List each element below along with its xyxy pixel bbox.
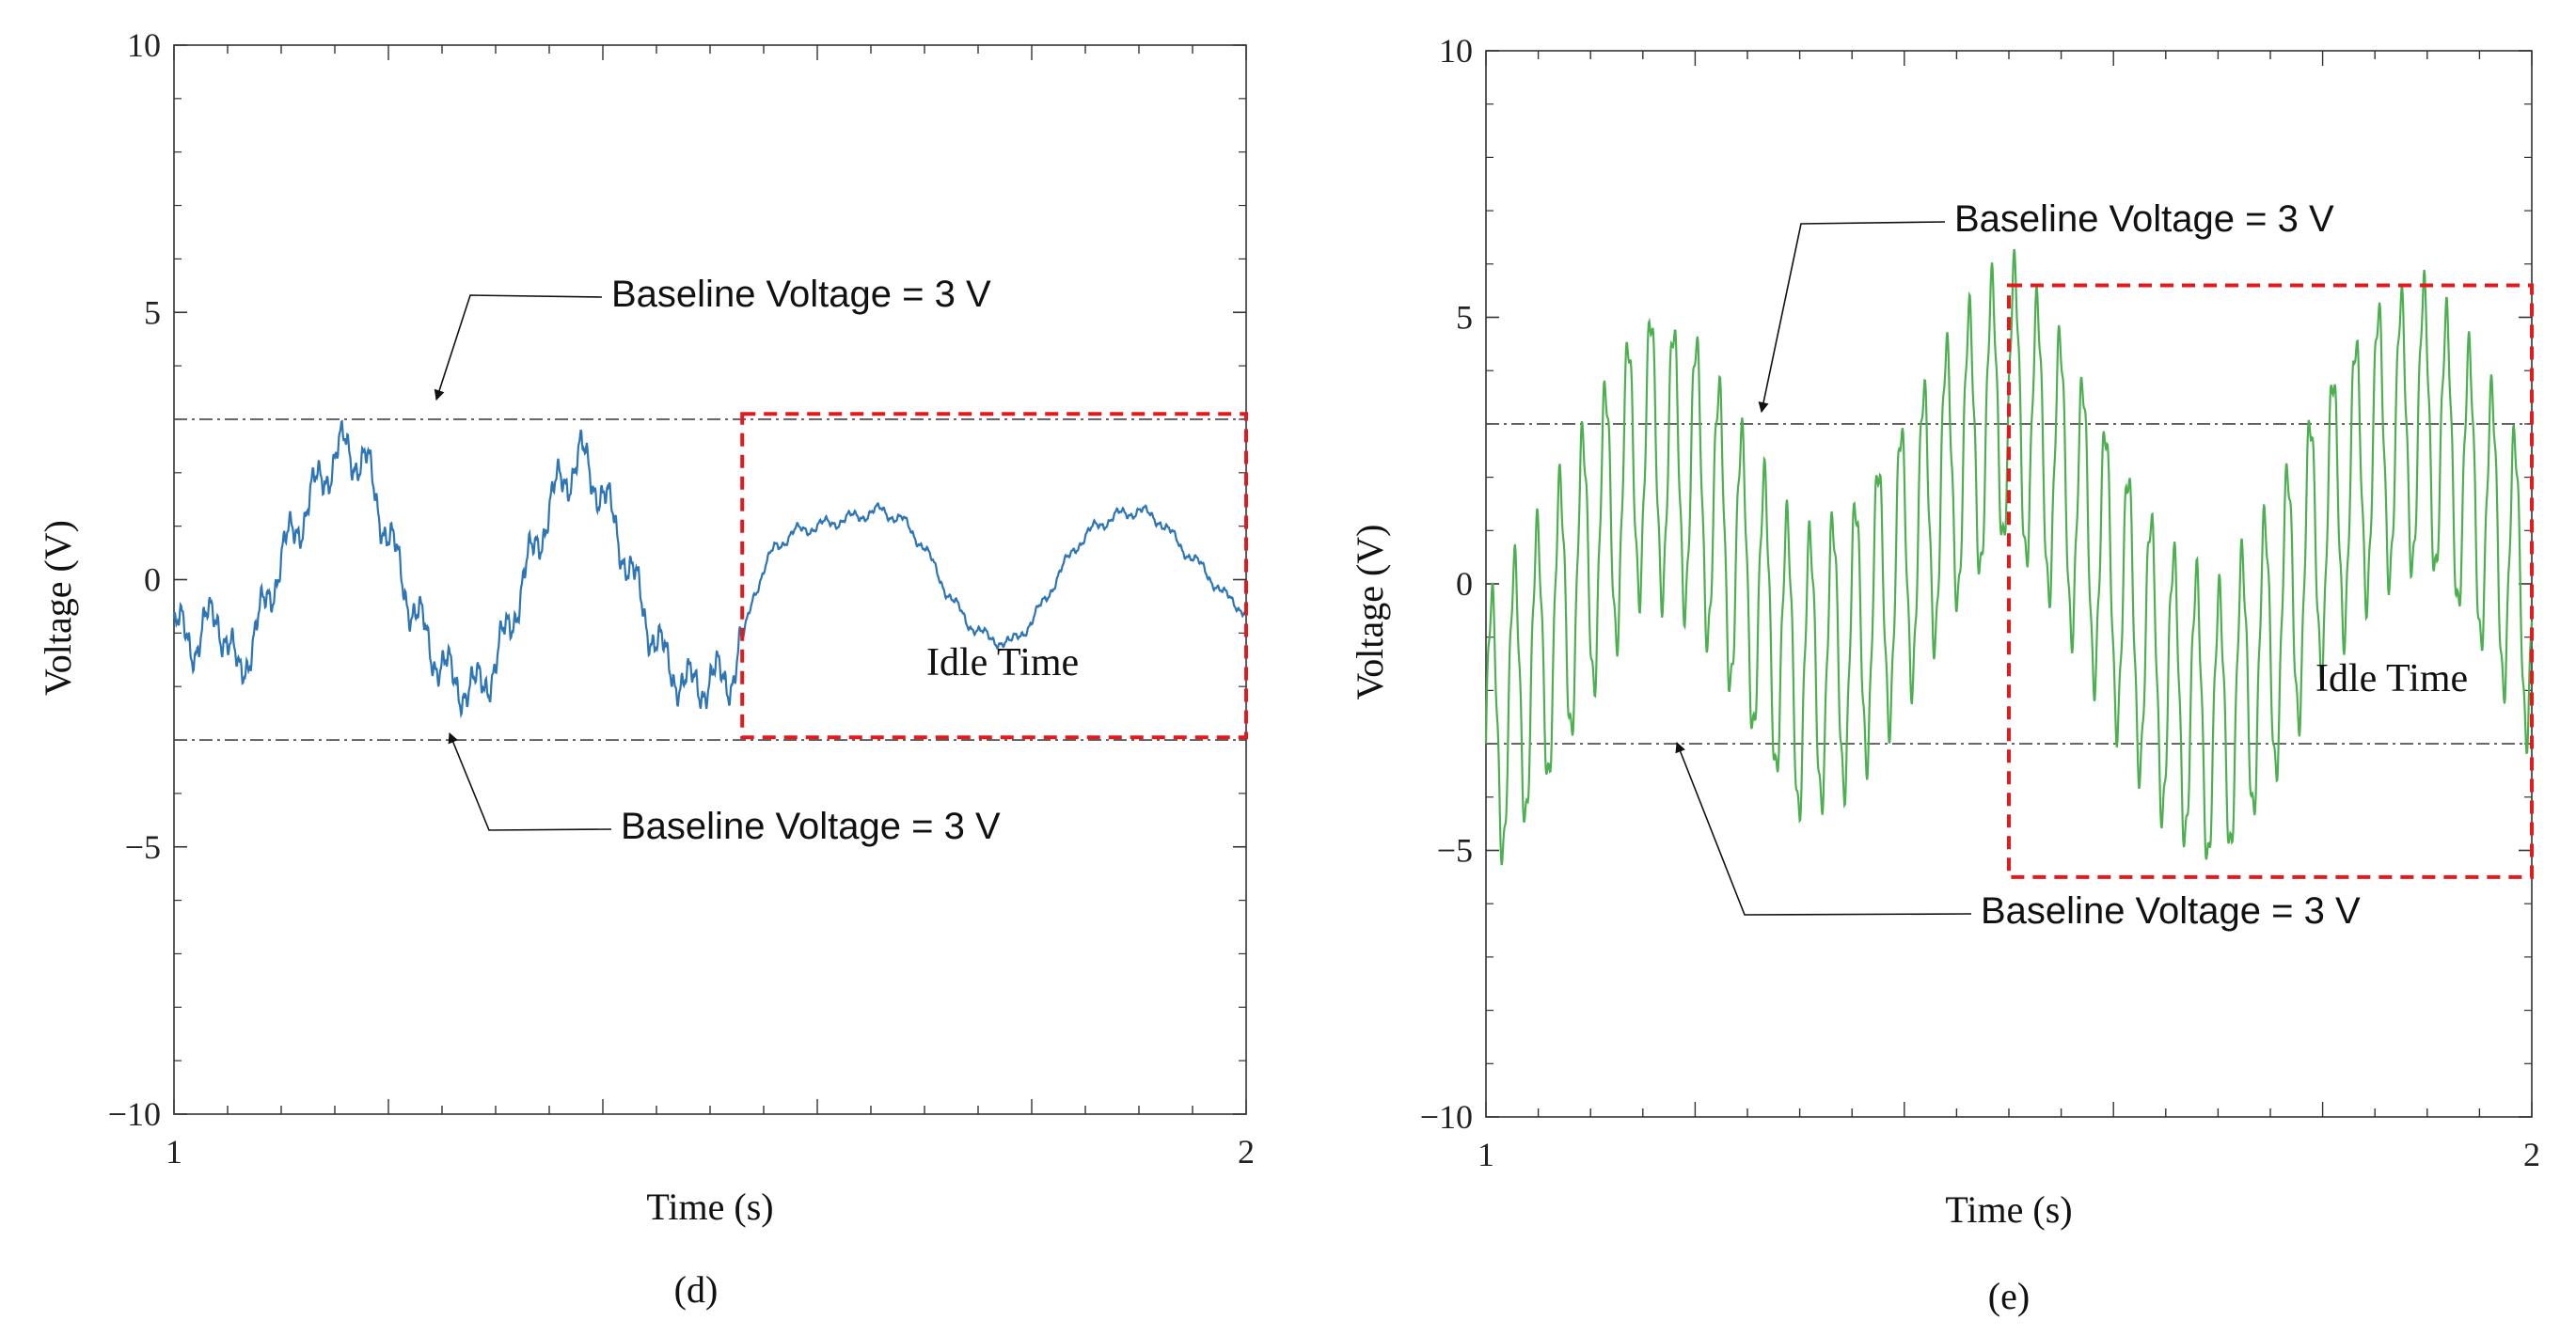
chart-panel-d: 10 5 0 −5 −101 2 Time (s) Voltage (V) Idle Time B…	[37, 26, 1255, 1311]
idle-time-box	[740, 412, 1248, 740]
series-line-voltage	[1484, 248, 2534, 866]
annotation-arrow	[1675, 741, 1972, 916]
x-tick-label: 2	[2523, 1136, 2540, 1173]
baseline-annotation: Baseline Voltage = 3 V	[611, 274, 991, 315]
y-tick-label: 0	[144, 561, 161, 599]
baseline-annotation: Baseline Voltage = 3 V	[621, 806, 1001, 847]
idle-time-label: Idle Time	[2315, 657, 2468, 700]
y-axis-title: Voltage (V)	[37, 520, 79, 696]
x-tick-label: 1	[166, 1133, 182, 1171]
y-tick-label: 10	[127, 26, 161, 64]
y-tick-label: −5	[1437, 832, 1473, 870]
y-tick-label: 0	[1456, 565, 1473, 603]
annotation-arrow	[1758, 221, 1946, 414]
chart-panel-e: 10 5 0 −5 −101 2 Time (s) Voltage (V) Idle Time B…	[1349, 32, 2540, 1317]
annotation-arrow	[448, 731, 612, 831]
annotation-arrow	[434, 294, 603, 401]
idle-time-box	[2007, 283, 2534, 879]
x-tick-label: 2	[1238, 1133, 1255, 1171]
x-axis-title: Time (s)	[646, 1186, 773, 1228]
idle-time-label: Idle Time	[926, 641, 1079, 684]
y-tick-label: −10	[108, 1095, 161, 1133]
x-axis-title: Time (s)	[1945, 1188, 2072, 1231]
y-tick-label: −10	[1420, 1098, 1473, 1136]
y-tick-label: 5	[144, 293, 161, 331]
baseline-annotation: Baseline Voltage = 3 V	[1981, 890, 2361, 932]
panel-label: (e)	[1988, 1275, 2030, 1317]
y-tick-label: −5	[125, 828, 161, 866]
series-line-voltage	[172, 419, 1248, 719]
y-tick-label: 5	[1456, 299, 1473, 337]
plot-frame	[173, 44, 1247, 1115]
panel-label: (d)	[674, 1268, 719, 1311]
y-axis-title: Voltage (V)	[1349, 525, 1391, 700]
x-tick-label: 1	[1478, 1136, 1494, 1173]
baseline-annotation: Baseline Voltage = 3 V	[1954, 198, 2334, 240]
y-tick-label: 10	[1439, 32, 1473, 70]
